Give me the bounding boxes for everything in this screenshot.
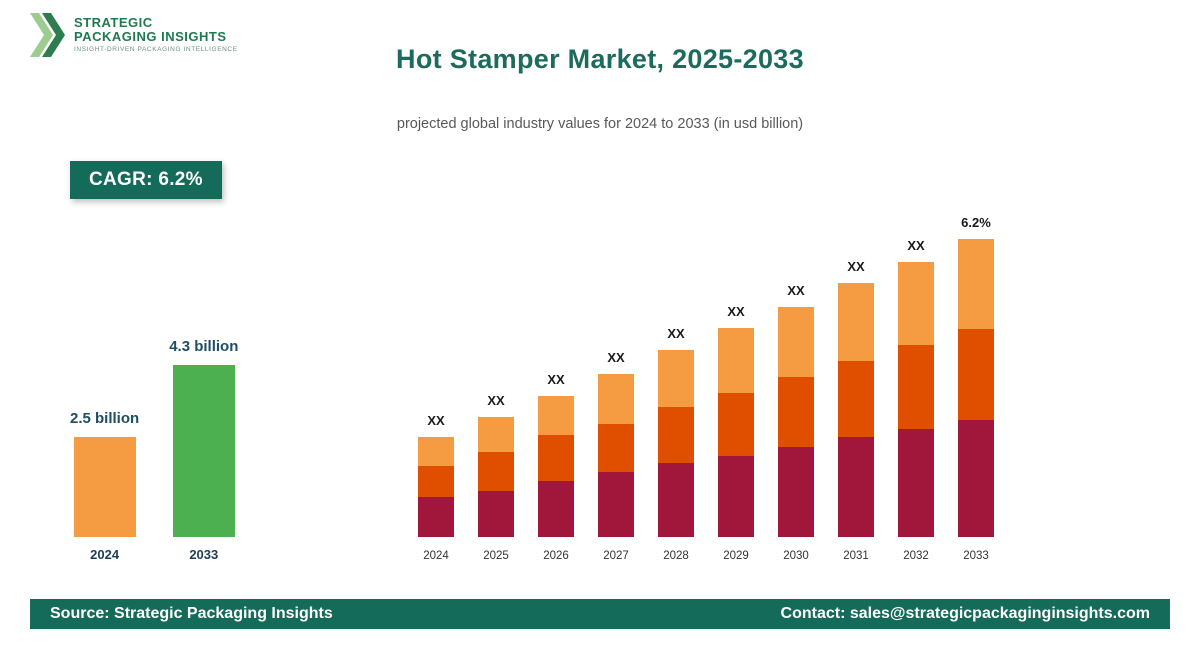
mini-x-axis-label: 2024 [90, 547, 120, 562]
bar-group: XX 2026 [538, 372, 574, 562]
bar-value-label: XX [547, 372, 565, 387]
bar-value-label: XX [787, 283, 805, 298]
bar-segment-middle [838, 361, 874, 437]
x-axis-label: 2024 [423, 550, 449, 562]
brand-text: STRATEGIC PACKAGING INSIGHTS INSIGHT-DRI… [74, 16, 238, 54]
stacked-bar [598, 374, 634, 537]
bar-segment-middle [718, 393, 754, 456]
bar-group: XX 2029 [718, 304, 754, 562]
mini-bar [172, 365, 235, 537]
bar-segment-bottom [898, 429, 934, 537]
stacked-bar [478, 417, 514, 537]
bar-group: XX 2025 [478, 393, 514, 562]
footer-bar: Source: Strategic Packaging Insights Con… [30, 599, 1170, 629]
bar-segment-middle [418, 466, 454, 497]
bar-value-label: XX [607, 350, 625, 365]
stacked-bar [718, 328, 754, 537]
bar-segment-middle [538, 435, 574, 481]
cagr-badge: CAGR: 6.2% [70, 161, 222, 199]
bar-segment-top [418, 437, 454, 466]
bar-segment-bottom [958, 420, 994, 537]
stacked-bar-chart: XX 2024 XX 2025 XX 2026 XX 2027 XX 2028 XX 2029 XX 20… [418, 215, 994, 562]
brand-name-line2: PACKAGING INSIGHTS [74, 28, 227, 44]
bar-group: XX 2028 [658, 326, 694, 562]
mini-x-axis-label: 2033 [189, 547, 219, 562]
page-subtitle: projected global industry values for 202… [396, 116, 804, 132]
stacked-bar [538, 396, 574, 537]
bar-segment-middle [958, 329, 994, 420]
bar-value-label: XX [667, 326, 685, 341]
x-axis-label: 2028 [663, 550, 689, 562]
x-axis-label: 2031 [843, 550, 869, 562]
brand-tagline: INSIGHT-DRIVEN PACKAGING INTELLIGENCE [74, 46, 238, 54]
mini-comparison-chart: 2.5 billion 2024 4.3 billion 2033 [70, 338, 238, 562]
bar-segment-top [838, 283, 874, 361]
x-axis-label: 2027 [603, 550, 629, 562]
bar-segment-top [958, 239, 994, 329]
bar-segment-middle [778, 377, 814, 447]
bar-segment-bottom [838, 437, 874, 537]
bar-group: 6.2% 2033 [958, 215, 994, 562]
page-title: Hot Stamper Market, 2025-2033 [396, 44, 804, 74]
bar-group: XX 2024 [418, 413, 454, 562]
bar-segment-bottom [658, 463, 694, 537]
bar-value-label: XX [427, 413, 445, 428]
brand-name-line1: STRATEGIC [74, 14, 153, 30]
bar-segment-top [658, 350, 694, 407]
bar-segment-bottom [478, 491, 514, 537]
x-axis-label: 2032 [903, 550, 929, 562]
brand-logo: STRATEGIC PACKAGING INSIGHTS INSIGHT-DRI… [30, 12, 238, 58]
bar-segment-top [898, 262, 934, 345]
bar-value-label: XX [847, 259, 865, 274]
stacked-bar [778, 307, 814, 537]
mini-bar-group: 2.5 billion 2024 [70, 410, 139, 562]
bar-value-label: 6.2% [961, 215, 991, 230]
bar-segment-bottom [418, 497, 454, 537]
x-axis-label: 2029 [723, 550, 749, 562]
bar-segment-bottom [718, 456, 754, 537]
bar-value-label: XX [907, 238, 925, 253]
stacked-bar [898, 262, 934, 537]
mini-bar [73, 437, 136, 537]
bar-value-label: XX [487, 393, 505, 408]
mini-bar-group: 4.3 billion 2033 [169, 338, 238, 562]
bar-segment-top [718, 328, 754, 393]
mini-bar-value-label: 2.5 billion [70, 410, 140, 427]
bar-segment-top [598, 374, 634, 424]
footer-source: Source: Strategic Packaging Insights [50, 605, 333, 622]
bar-value-label: XX [727, 304, 745, 319]
bar-group: XX 2030 [778, 283, 814, 562]
bar-segment-middle [598, 424, 634, 472]
stacked-bar [418, 437, 454, 537]
x-axis-label: 2026 [543, 550, 569, 562]
footer-contact: Contact: sales@strategicpackaginginsight… [780, 605, 1150, 622]
bar-segment-middle [478, 452, 514, 491]
bar-segment-middle [898, 345, 934, 429]
bar-group: XX 2031 [838, 259, 874, 562]
stacked-bar [958, 239, 994, 537]
stacked-bar [658, 350, 694, 537]
x-axis-label: 2033 [963, 550, 989, 562]
bar-segment-top [778, 307, 814, 377]
bar-group: XX 2032 [898, 238, 934, 562]
bar-segment-bottom [598, 472, 634, 537]
bar-segment-middle [658, 407, 694, 463]
x-axis-label: 2030 [783, 550, 809, 562]
x-axis-label: 2025 [483, 550, 509, 562]
brand-chevron-icon [30, 13, 65, 57]
bar-segment-top [538, 396, 574, 435]
mini-bar-value-label: 4.3 billion [169, 338, 239, 355]
bar-group: XX 2027 [598, 350, 634, 562]
bar-segment-bottom [538, 481, 574, 537]
bar-segment-top [478, 417, 514, 452]
stacked-bar [838, 283, 874, 537]
bar-segment-bottom [778, 447, 814, 537]
